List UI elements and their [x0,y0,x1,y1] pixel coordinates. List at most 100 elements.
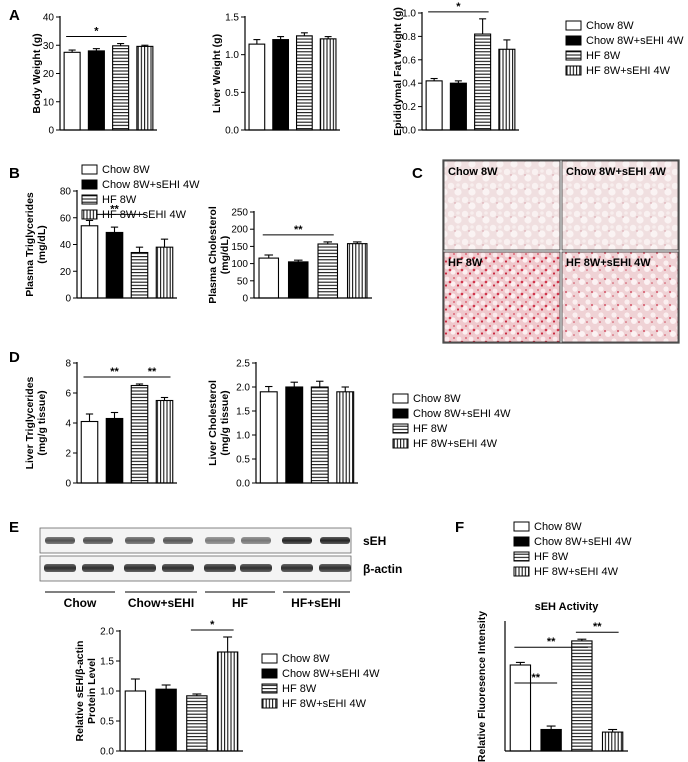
bar [474,33,492,131]
legend-label: Chow 8W+sEHI 4W [586,35,684,47]
y-tick-label: 0 [48,126,54,137]
blot-group-chow-sehi: Chow+sEHI [128,596,194,610]
y-tick-label: 1.0 [402,9,416,20]
y-tick-label: 0.0 [402,126,416,137]
y-tick-label: 10 [43,97,55,108]
histology-label-chow-sehi: Chow 8W+sEHI 4W [566,166,667,178]
bar [498,48,516,131]
blot-band-seh [163,537,193,544]
bar [87,50,105,131]
legend-swatch [565,50,582,61]
blot-band-seh [282,537,312,544]
histology-label-chow: Chow 8W [448,166,498,178]
y-tick-label: 1.5 [236,407,250,418]
y-tick-label: 40 [43,13,55,24]
bar [601,731,624,752]
legend-swatch [261,668,278,679]
bar [509,664,532,752]
panel-letter-e: E [9,519,19,536]
panel-letter-f: F [455,519,464,536]
y-tick-label: 0.6 [402,55,416,66]
bar [336,391,355,484]
blot-label-seh: sEH [363,534,386,548]
y-tick-label: 2.0 [100,627,114,638]
y-tick-label: 100 [231,259,248,270]
bar [155,688,177,752]
y-tick-label: 1.5 [100,657,114,668]
histology-label-hf-sehi: HF 8W+sEHI 4W [566,257,651,269]
legend-panel-d: Chow 8W Chow 8W+sEHI 4W HF 8W HF 8W+sEHI 4W [392,393,511,450]
y-tick-label: 200 [231,225,248,236]
legend-label: HF 8W+sEHI 4W [586,65,671,77]
legend-swatch [261,683,278,694]
y-axis-label-line: Liver Triglycerides [24,376,36,469]
blot-band-seh [320,537,350,544]
histology-image-hf [443,251,561,343]
blot-label-actin: β-actin [363,562,402,576]
bar [155,399,174,484]
legend-swatch [513,536,530,547]
y-tick-label: 1.0 [225,50,239,61]
panel-letter-d: D [9,349,20,366]
legend-label: Chow 8W [534,521,582,533]
y-tick-label: 0.4 [402,79,416,90]
significance-label: ** [148,366,157,378]
y-tick-label: 0 [242,294,248,305]
panel-letter-a: A [9,7,20,24]
y-axis-label-line: (mg/g tissue) [219,390,231,455]
blot-band-actin [44,564,76,572]
legend-swatch [513,551,530,562]
y-axis-label-line: Plasma Triglycerides [24,192,36,297]
legend-label: HF 8W [534,551,569,563]
legend-swatch [392,438,409,449]
legend-swatch [261,698,278,709]
legend-label: Chow 8W [102,164,150,176]
legend-label: HF 8W [586,50,621,62]
legend-label: Chow 8W [282,653,330,665]
y-tick-label: 30 [43,41,55,52]
bar [317,243,339,299]
y-tick-label: 50 [237,276,249,287]
bar [295,35,313,131]
panel-letter-c: C [412,165,423,182]
y-axis-label: Plasma Triglycerides(mg/dL) [24,192,48,297]
histology-image-chow-sehi [561,160,679,251]
y-tick-label: 60 [60,213,72,224]
legend-swatch [565,20,582,31]
blot-band-actin [319,564,351,572]
y-tick-label: 4 [65,419,71,430]
legend-swatch [513,566,530,577]
bar [310,386,329,484]
legend-swatch [565,35,582,46]
panel-letter-b: B [9,165,20,182]
blot-band-seh [45,537,75,544]
blot-band-seh [205,537,235,544]
y-tick-label: 150 [231,242,248,253]
y-axis-label: Liver Triglycerides(mg/g tissue) [24,376,48,469]
bar [258,257,280,299]
y-tick-label: 80 [60,187,72,198]
y-tick-label: 0.2 [402,102,416,113]
legend-label: Chow 8W+sEHI 4W [413,408,511,420]
y-tick-label: 1.5 [225,13,239,24]
legend-swatch [81,209,98,220]
y-axis-label-line: (mg/g tissue) [36,390,48,455]
blot-band-seh [125,537,155,544]
y-tick-label: 0.8 [402,32,416,43]
bar [272,39,290,131]
y-tick-label: 0.0 [100,747,114,758]
bar [130,384,149,484]
legend-panel-b: Chow 8W Chow 8W+sEHI 4W HF 8W HF 8W+sEHI 4W [81,164,200,221]
y-tick-label: 6 [65,389,71,400]
y-tick-label: 20 [60,267,72,278]
histology-image-chow [443,160,561,251]
bar [105,417,124,484]
bar [540,728,562,752]
legend-label: HF 8W+sEHI 4W [102,209,187,221]
y-axis-label: Body Weight (g) [31,33,43,113]
